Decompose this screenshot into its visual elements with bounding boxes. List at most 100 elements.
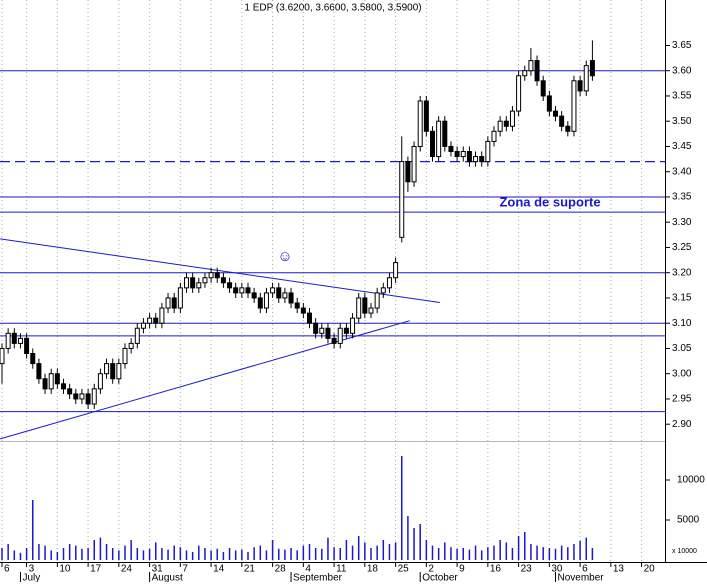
y-tick-label: 2.90	[672, 419, 692, 430]
volume-bar	[567, 547, 569, 560]
volume-bar	[241, 549, 243, 560]
x-tick-label: 14	[213, 564, 225, 575]
y-tick-label: 3.00	[672, 368, 692, 379]
volume-bar	[32, 500, 34, 560]
candle-body	[350, 317, 356, 334]
y-tick-label: 3.25	[672, 242, 692, 253]
x-tick-label: 7	[182, 564, 188, 575]
candle-body	[485, 140, 491, 163]
volume-bar	[407, 516, 409, 560]
volume-bar	[419, 524, 421, 560]
volume-bar	[111, 548, 114, 560]
volume-panel	[1, 456, 594, 560]
volume-bar	[271, 540, 274, 560]
volume-bar	[155, 542, 157, 560]
candle-body	[134, 327, 140, 344]
volume-bar	[142, 550, 145, 560]
candle-body	[288, 292, 294, 304]
x-tick-label: 17	[90, 564, 102, 575]
volume-bar	[56, 552, 59, 560]
y-tick-label: 3.55	[672, 91, 692, 102]
y-tick-label: 3.50	[672, 116, 692, 127]
volume-bar	[247, 552, 249, 560]
volume-bar	[290, 548, 292, 560]
volume-bar	[253, 547, 255, 560]
volume-bar	[364, 542, 366, 560]
volume-bar	[81, 548, 83, 560]
x-tick-label: 25	[398, 564, 410, 575]
candle-body	[5, 332, 11, 349]
volume-bar	[99, 537, 102, 560]
candle-body	[503, 120, 509, 127]
candle-body	[473, 156, 479, 163]
x-tick-label: 13	[613, 564, 625, 575]
x-tick-label: 3	[29, 564, 35, 575]
candle-body	[208, 272, 214, 279]
volume-bar	[118, 550, 120, 560]
volume-bar	[44, 545, 46, 560]
volume-bar	[222, 552, 225, 560]
x-tick-label: 24	[121, 564, 133, 575]
candle-body	[251, 292, 257, 299]
x-tick-label: 21	[244, 564, 256, 575]
volume-bar	[204, 548, 206, 560]
volume-bar	[179, 547, 182, 560]
volume-bar	[413, 528, 415, 560]
candle-body	[263, 292, 269, 309]
candle-body	[276, 287, 282, 299]
candle-body	[140, 322, 146, 329]
volume-note: x 10000	[672, 548, 697, 555]
volume-bar	[314, 548, 317, 560]
volume-bar	[75, 545, 77, 560]
candle-body	[171, 297, 177, 309]
candle-body	[110, 363, 116, 380]
x-tick-label: 9	[459, 564, 465, 575]
candle-body	[116, 363, 122, 380]
candle-body	[319, 327, 325, 334]
candle-body	[159, 307, 165, 324]
candle-body	[325, 327, 331, 339]
candle-body	[411, 145, 417, 183]
candle-body	[479, 156, 485, 163]
candle-body	[417, 100, 423, 147]
x-tick-label: 18	[367, 564, 379, 575]
volume-bar	[444, 542, 446, 560]
x-tick-label: 11	[336, 564, 347, 575]
y-tick-label: 3.65	[672, 40, 692, 51]
volume-bar	[19, 552, 22, 560]
volume-bar	[25, 548, 28, 560]
volume-bar	[554, 548, 557, 560]
volume-bar	[493, 545, 495, 560]
volume-bar	[265, 550, 268, 560]
volume-bar	[585, 537, 587, 560]
candle-body	[337, 327, 343, 344]
month-label: July	[22, 573, 40, 582]
volume-bar	[499, 540, 501, 560]
volume-bar	[548, 548, 551, 560]
x-tick-label: 10	[59, 564, 71, 575]
candle-body	[48, 373, 54, 390]
volume-bar	[234, 550, 237, 560]
candle-body	[577, 80, 583, 92]
candle-body	[436, 120, 442, 158]
candle-body	[313, 322, 319, 334]
candle-body	[509, 110, 515, 127]
candle-body	[559, 115, 565, 127]
y-tick-label: 2.95	[672, 394, 692, 405]
candle-body	[553, 110, 558, 117]
volume-bar	[198, 545, 200, 560]
volume-bar	[148, 548, 151, 560]
volume-bar	[278, 548, 280, 560]
candle-body	[184, 277, 189, 289]
volume-bar	[167, 549, 169, 560]
candle-body	[97, 373, 103, 390]
x-tick-label: 2	[428, 564, 434, 575]
candle-body	[220, 277, 226, 284]
y-tick-label: 3.35	[672, 192, 692, 203]
candle-body	[104, 363, 110, 375]
candle-body	[497, 120, 503, 132]
candle-body	[565, 125, 571, 132]
candle-body	[386, 277, 392, 289]
candle-body	[516, 75, 522, 112]
